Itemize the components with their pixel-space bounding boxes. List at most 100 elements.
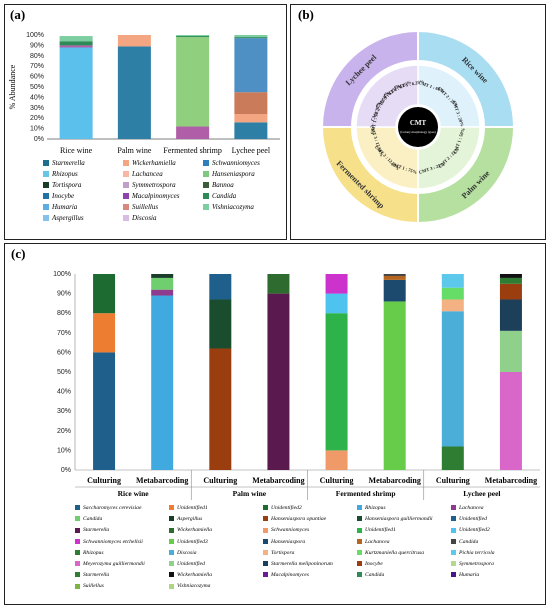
legend-item: Unidentified1 xyxy=(357,527,396,533)
legend-item: Unidentified2 xyxy=(263,505,302,511)
legend-swatch xyxy=(169,538,174,544)
legend-swatch xyxy=(451,550,456,556)
legend-label: Bannoa xyxy=(212,181,234,189)
legend-label: Unidentified xyxy=(459,516,487,523)
legend-item: Wickerhamiella xyxy=(169,572,212,578)
legend-label: Aspergillus xyxy=(52,214,84,222)
legend-swatch xyxy=(43,171,49,178)
legend-swatch xyxy=(263,572,268,578)
legend-label: Vishniacozyma xyxy=(212,203,254,211)
legend-label: Inocybe xyxy=(365,561,383,567)
legend-label: Humaria xyxy=(52,203,78,211)
legend-swatch xyxy=(123,215,129,222)
bar-segment xyxy=(151,289,174,296)
y-tick-label: 90% xyxy=(30,42,44,49)
bar-segment xyxy=(176,126,210,139)
legend-label: Wickerhamiella xyxy=(177,572,213,579)
legend-item: Tortispora xyxy=(43,181,81,189)
bar-segment xyxy=(209,274,232,300)
legend-label: Symmetrospora xyxy=(459,561,494,567)
legend-item: Candida xyxy=(75,516,102,522)
legend-item: Rhizopus xyxy=(357,505,386,511)
legend-label: Rhizopus xyxy=(365,505,386,511)
legend-item: Humaria xyxy=(451,572,479,578)
legend-swatch xyxy=(75,550,80,556)
legend-label: Schwanniomyces etchellsii xyxy=(83,538,143,545)
bar-segment xyxy=(441,311,464,447)
bar-segment xyxy=(499,330,522,372)
legend-swatch xyxy=(451,538,456,544)
legend-swatch xyxy=(263,516,268,522)
legend-label: Hanseniaspora opuntiae xyxy=(271,516,327,523)
legend-swatch xyxy=(75,583,80,589)
legend-swatch xyxy=(75,527,80,533)
x-category-label: Metabarcoding xyxy=(485,476,537,485)
bar-segment xyxy=(234,38,268,93)
legend-swatch xyxy=(263,550,268,556)
bar-segment xyxy=(325,450,348,470)
legend-swatch xyxy=(169,527,174,533)
legend-item: Symmetrospora xyxy=(123,181,176,189)
legend-swatch xyxy=(75,561,80,567)
legend-label: Starmerella xyxy=(52,159,85,167)
bar-segment xyxy=(234,114,268,123)
legend-swatch xyxy=(169,572,174,578)
legend-swatch xyxy=(357,561,362,567)
y-tick-label: 20% xyxy=(30,115,44,122)
inner-sector xyxy=(355,64,419,128)
bar-segment xyxy=(383,301,406,470)
inner-sector xyxy=(417,64,481,128)
panel-b: (b) CMT (Colony morphology types) Rice win… xyxy=(290,4,546,240)
bar-segment xyxy=(499,372,522,470)
legend-item: Hanseniaspora opuntiae xyxy=(263,516,326,522)
legend-item: Suillellus xyxy=(75,583,104,589)
legend-item: Lachancea xyxy=(451,505,484,511)
x-category-label: Fermented shrimp xyxy=(163,146,221,155)
legend-item: Starmerella meliponinorum xyxy=(263,561,333,567)
legend-swatch xyxy=(43,215,49,222)
cmt-label: CMT 1 : 56.75% xyxy=(370,101,382,135)
y-axis-label: % Abundance xyxy=(8,64,17,109)
legend-item: Unidentified1 xyxy=(169,505,208,511)
legend-swatch xyxy=(357,550,362,556)
legend-label: Humaria xyxy=(459,572,480,579)
bar-segment xyxy=(267,274,290,294)
legend-label: Candida xyxy=(212,192,237,200)
legend-label: Unidentified2 xyxy=(459,527,490,534)
x-category-label: Metabarcoding xyxy=(252,476,304,485)
bar-segment xyxy=(209,348,232,470)
x-category-label: Metabarcoding xyxy=(369,476,421,485)
legend-item: Inocybe xyxy=(43,192,74,200)
legend-item: Schwanniomyces xyxy=(263,527,309,533)
legend-swatch xyxy=(263,538,268,544)
legend-swatch xyxy=(451,516,456,522)
legend-swatch xyxy=(451,572,456,578)
legend-label: Lachancea xyxy=(459,505,484,511)
bar-segment xyxy=(234,37,268,39)
legend-swatch xyxy=(43,160,49,167)
legend-swatch xyxy=(357,572,362,578)
bar-segment xyxy=(234,35,268,38)
bar-segment xyxy=(59,47,93,140)
group-label: Palm wine xyxy=(233,489,267,498)
legend-swatch xyxy=(203,160,209,167)
y-tick-label: 10% xyxy=(30,126,44,133)
legend-swatch xyxy=(123,171,129,178)
legend-swatch xyxy=(451,505,456,511)
legend-label: Suillellus xyxy=(132,203,159,211)
y-tick-label: 80% xyxy=(30,53,44,60)
legend-item: Wickerhamiella xyxy=(123,159,176,167)
bar-segment xyxy=(267,293,290,470)
legend-label: Hanseniaspora xyxy=(271,538,306,545)
y-tick-label: 60% xyxy=(30,74,44,81)
bar-segment xyxy=(176,36,210,38)
legend-swatch xyxy=(123,182,129,189)
center-circle xyxy=(398,107,438,147)
legend-item: Candida xyxy=(451,539,478,545)
bar-segment xyxy=(176,35,210,37)
legend-item: Lachancea xyxy=(357,539,390,545)
y-tick-label: 0% xyxy=(61,467,71,474)
bar-segment xyxy=(499,274,522,278)
x-category-label: Lychee peel xyxy=(232,146,271,155)
legend-swatch xyxy=(357,527,362,533)
